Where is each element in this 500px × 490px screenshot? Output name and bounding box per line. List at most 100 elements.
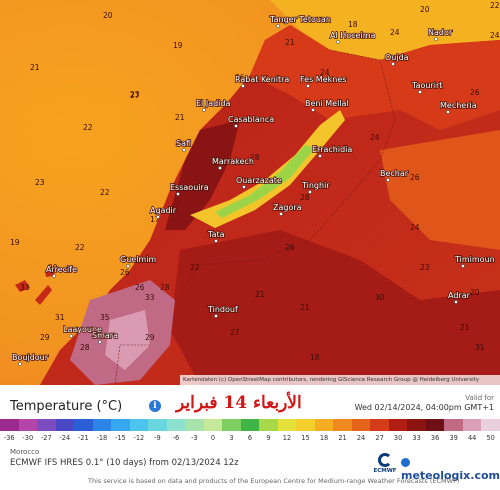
ecmwf-logo: ECMWF [372, 453, 398, 475]
city-marker[interactable]: El Jadida [195, 98, 231, 112]
city-marker[interactable]: Laayoune [62, 324, 103, 338]
temperature-value: 23 [130, 90, 140, 99]
model-info: ECMWF IFS HRES 0.1° (10 days) from 02/13… [10, 458, 239, 468]
city-label: Smara [92, 331, 118, 340]
city-dot [242, 185, 246, 189]
legend-panel: Temperature (°C) i الأربعاء 14 فبراير Va… [0, 385, 500, 490]
scale-swatch [111, 419, 130, 431]
scale-label: 6 [247, 434, 253, 442]
ecmwf-logo-text: ECMWF [373, 468, 397, 474]
city-dot [156, 215, 160, 219]
legend-title: Temperature (°C) [10, 399, 123, 414]
city-label: Nador [428, 28, 453, 37]
city-marker[interactable]: Adrar [447, 290, 471, 304]
scale-label: -30 [22, 434, 34, 442]
city-dot [214, 314, 218, 318]
city-marker[interactable]: Guelmim [119, 254, 157, 268]
city-marker[interactable]: Ouarzazate [235, 175, 283, 189]
scale-label: 0 [210, 434, 216, 442]
service-note: This service is based on data and produc… [88, 477, 460, 485]
scale-swatch [55, 419, 75, 431]
city-dot [241, 84, 245, 88]
temperature-value: 20 [103, 11, 113, 20]
valid-for-label: Valid for [465, 394, 494, 402]
city-marker[interactable]: Smara [91, 330, 119, 344]
scale-swatch [240, 419, 260, 431]
temperature-value: 21 [255, 290, 265, 299]
city-dot [214, 239, 218, 243]
scale-label: 21 [338, 434, 347, 442]
city-label: Agadir [150, 206, 177, 215]
city-marker[interactable]: Bechar [379, 168, 410, 182]
city-dot [18, 362, 22, 366]
scale-label: -27 [40, 434, 52, 442]
scale-label: -36 [3, 434, 15, 442]
city-dot [279, 212, 283, 216]
map-attribution: Kartendaten (c) OpenStreetMap contributo… [180, 375, 500, 385]
scale-swatch [185, 419, 204, 431]
scale-label: 18 [319, 434, 329, 442]
temperature-map[interactable]: 20 18 20 22 19 21 22 23 27 21 24 24 26 26 21 24 24 23 22 22… [0, 0, 500, 385]
city-marker[interactable]: Beni Mellal [304, 98, 349, 112]
city-marker[interactable]: Rabat Kenitra [234, 74, 290, 88]
scale-swatch [370, 419, 389, 431]
city-marker[interactable]: Taourirt [410, 80, 443, 94]
scale-label: -9 [154, 434, 161, 442]
eastern-land-field [380, 130, 500, 250]
info-icon[interactable]: i [149, 400, 161, 412]
scale-label: 27 [375, 434, 384, 442]
city-label: Adrar [448, 291, 471, 300]
northern-land-field [250, 25, 500, 130]
city-marker[interactable]: Casablanca [227, 114, 275, 128]
temperature-value: 18 [348, 20, 358, 29]
meteologix-brand: meteologix.com [401, 469, 500, 482]
city-marker[interactable]: Fes Meknes [299, 74, 347, 88]
city-marker[interactable]: Oujda [384, 52, 409, 66]
city-marker[interactable]: Errachidia [311, 144, 353, 158]
city-marker[interactable]: Essaouira [169, 182, 210, 196]
island-gran-canaria [45, 268, 55, 277]
city-marker[interactable]: Safi [175, 138, 192, 152]
city-label: Essaouira [170, 183, 209, 192]
temperature-value: 24 [370, 133, 380, 142]
temperature-value: 24 [320, 68, 330, 77]
city-marker[interactable]: Zagora [272, 202, 302, 216]
city-marker[interactable]: Mecheria [439, 100, 478, 114]
city-dot [69, 334, 73, 338]
city-marker[interactable]: Boujdour [11, 352, 50, 366]
city-marker[interactable]: Tindouf [206, 304, 239, 318]
temperature-value: 17 [150, 215, 160, 224]
city-label: Errachidia [312, 145, 352, 154]
island-fuerteventura [35, 285, 52, 305]
scale-swatch [296, 419, 315, 431]
scale-label: 15 [301, 434, 310, 442]
city-label: Guelmim [120, 255, 156, 264]
scale-label: 24 [356, 434, 366, 442]
city-marker[interactable]: Al Hoceima [329, 30, 376, 44]
city-label: Laayoune [63, 325, 102, 334]
city-marker[interactable]: Tinghir [300, 180, 331, 194]
city-dot [202, 108, 206, 112]
city-dot [454, 300, 458, 304]
scale-swatch [259, 419, 278, 431]
city-marker[interactable]: Nador [427, 27, 454, 41]
city-marker[interactable]: Arrecife [45, 264, 78, 278]
city-marker[interactable]: Tanger Tetouan [268, 14, 332, 28]
city-dot [182, 148, 186, 152]
scale-swatch [18, 419, 38, 431]
temperature-value: 24 [390, 28, 400, 37]
city-marker[interactable]: Timimoun [453, 254, 496, 268]
city-marker[interactable]: Agadir [149, 205, 178, 219]
city-marker[interactable]: Marrakech [211, 156, 255, 170]
temperature-value: 26 [235, 73, 245, 82]
temperature-value: 27 [130, 91, 140, 100]
temperature-value: 24 [410, 223, 420, 232]
city-label: Arrecife [46, 265, 77, 274]
temperature-value: 27 [230, 328, 240, 337]
scale-swatch [388, 419, 408, 431]
city-marker[interactable]: Tata [206, 229, 225, 243]
meteologix-logo[interactable]: meteologix.com [401, 456, 500, 482]
scale-swatch [351, 419, 371, 431]
temperature-value: 28 [80, 343, 90, 352]
city-label: Tata [207, 230, 225, 239]
